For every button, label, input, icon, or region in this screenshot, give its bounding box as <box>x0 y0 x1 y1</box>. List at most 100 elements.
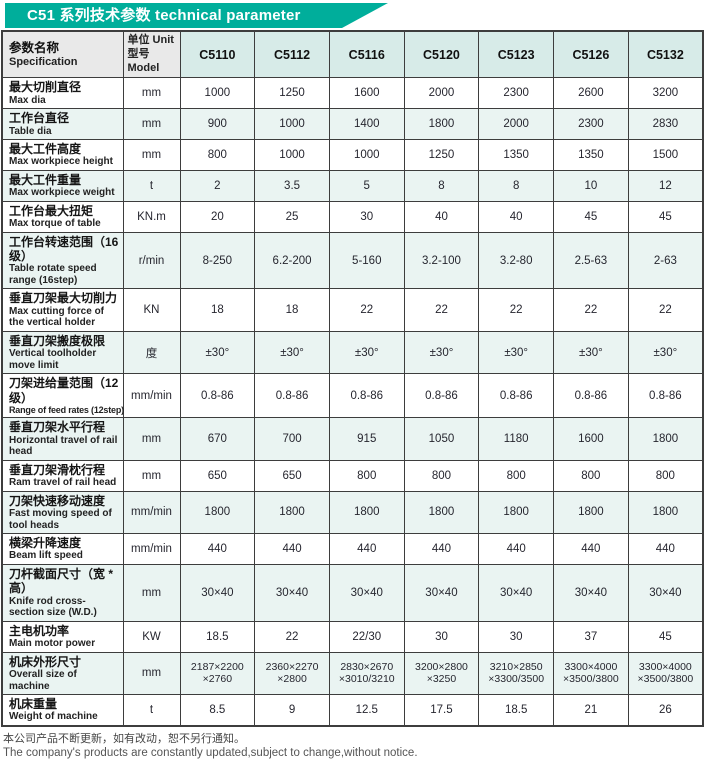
spec-name-zh: 垂直刀架搬度极限 <box>9 333 106 348</box>
value-cell: 2000 <box>478 108 555 141</box>
value-cell: 2830×2670 ×3010/3210 <box>328 651 405 696</box>
value-cell: 800 <box>478 459 555 492</box>
value-cell: 3300×4000 ×3500/3800 <box>627 651 704 696</box>
value-cell: 26 <box>627 694 704 727</box>
value-cell: 30 <box>328 200 405 233</box>
spec-label-cell: 刀架进给量范围（12级） Range of feed rates (12step) <box>1 373 124 419</box>
value-cell: 2000 <box>403 77 480 110</box>
value-cell: 1800 <box>403 490 480 535</box>
value-cell: 9 <box>254 694 330 727</box>
value-cell: 22 <box>627 288 704 332</box>
spec-name-zh: 主电机功率 <box>9 623 70 638</box>
value-cell: 3200×2800 ×3250 <box>403 651 480 696</box>
value-cell: 1050 <box>403 417 480 461</box>
table-row: 工作台最大扭矩 Max torque of table KN.m 20 25 30 40 40… <box>1 200 704 233</box>
value-cell: 30×40 <box>627 563 704 622</box>
footer-note-en: The company's products are constantly up… <box>3 747 418 760</box>
spec-name-en: Max cutting force of the vertical holder <box>9 305 105 329</box>
unit-cell: mm <box>122 563 181 622</box>
unit-cell: mm <box>122 651 181 696</box>
value-cell: 900 <box>179 108 256 141</box>
value-cell: ±30° <box>179 330 256 375</box>
unit-cell: KW <box>122 620 181 653</box>
value-cell: 1250 <box>403 139 480 171</box>
unit-cell: mm <box>122 459 181 492</box>
unit-header-line: 单位 Unit <box>127 34 174 46</box>
table-row: 刀架快速移动速度 Fast moving speed of tool heads m… <box>1 490 704 535</box>
value-cell: ±30° <box>553 330 629 375</box>
table-row: 机床外形尺寸 Overall size of machine mm 2187×2200… <box>1 651 704 696</box>
value-cell: 2600 <box>553 77 629 110</box>
footer-note: 本公司产品不断更新，如有改动，恕不另行通知。 The company's pro… <box>3 732 706 761</box>
value-cell: 800 <box>553 459 629 492</box>
value-cell: 2.5-63 <box>553 231 629 290</box>
series-title-banner: C51 系列技术参数 technical parameter <box>5 3 388 28</box>
spec-name-en: Vertical toolholder move limit <box>9 348 97 371</box>
spec-name-en: Overall size of machine <box>9 669 77 692</box>
value-cell: 30×40 <box>179 563 256 622</box>
model-column-header: C5132 <box>627 30 704 79</box>
value-cell: 915 <box>328 417 405 461</box>
value-cell: 1350 <box>553 139 629 171</box>
table-row: 工作台直径 Table dia mm 900 1000 1400 1800 2000 2300 2… <box>1 108 704 141</box>
spec-label-cell: 垂直刀架搬度极限 Vertical toolholder move limit <box>1 330 124 375</box>
value-cell: 1800 <box>403 108 480 141</box>
value-cell: 2187×2200 ×2760 <box>179 651 256 696</box>
spec-name-zh: 横梁升降速度 <box>9 536 82 551</box>
value-cell: 22 <box>478 288 555 332</box>
value-cell: 18 <box>254 288 330 332</box>
value-cell: 45 <box>627 200 704 233</box>
table-row: 最大切削直径 Max dia mm 1000 1250 1600 2000 2300 2600 3… <box>1 77 704 110</box>
value-cell: 0.8-86 <box>553 373 629 419</box>
value-cell: 1000 <box>179 77 256 110</box>
spec-name-zh: 工作台转速范围（16 级） <box>9 234 119 264</box>
value-cell: 650 <box>254 459 330 492</box>
value-cell: 1000 <box>254 108 330 141</box>
table-row: 刀架进给量范围（12级） Range of feed rates (12step)… <box>1 373 704 419</box>
value-cell: 12 <box>627 169 704 202</box>
value-cell: 8.5 <box>179 694 256 727</box>
value-cell: 30×40 <box>478 563 555 622</box>
value-cell: 1180 <box>478 417 555 461</box>
spec-label-cell: 垂直刀架水平行程 Horizontal travel of rail head <box>1 417 124 461</box>
spec-label-cell: 机床外形尺寸 Overall size of machine <box>1 651 124 696</box>
value-cell: 37 <box>553 620 629 653</box>
model-header-line: 型号 Model <box>127 47 160 74</box>
value-cell: 18.5 <box>179 620 256 653</box>
spec-label-cell: 横梁升降速度 Beam lift speed <box>1 533 124 565</box>
unit-cell: t <box>122 694 181 727</box>
value-cell: 670 <box>179 417 256 461</box>
model-column-header: C5110 <box>179 30 256 79</box>
spec-name-zh: 最大工件重量 <box>9 172 82 187</box>
value-cell: 45 <box>627 620 704 653</box>
value-cell: 800 <box>627 459 704 492</box>
value-cell: 440 <box>553 533 629 565</box>
spec-name-en: Ram travel of rail head <box>9 477 117 489</box>
value-cell: 1400 <box>328 108 405 141</box>
spec-name-zh: 垂直刀架滑枕行程 <box>9 462 106 477</box>
spec-name-zh: 垂直刀架水平行程 <box>9 420 106 435</box>
value-cell: 3.5 <box>254 169 330 202</box>
value-cell: 1000 <box>328 139 405 171</box>
value-cell: 2300 <box>553 108 629 141</box>
value-cell: 1800 <box>478 490 555 535</box>
spec-column-header: 参数名称 Specification <box>1 30 124 79</box>
unit-cell: KN.m <box>122 200 181 233</box>
unit-cell: mm <box>122 139 181 171</box>
spec-name-en: Main motor power <box>9 638 96 650</box>
model-column-header: C5120 <box>403 30 480 79</box>
value-cell: 700 <box>254 417 330 461</box>
spec-name-zh: 刀架快速移动速度 <box>9 493 106 508</box>
value-cell: 1000 <box>254 139 330 171</box>
spec-name-en: Max dia <box>9 94 46 106</box>
value-cell: 8-250 <box>179 231 256 290</box>
value-cell: 8 <box>403 169 480 202</box>
value-cell: 6.2-200 <box>254 231 330 290</box>
value-cell: 0.8-86 <box>254 373 330 419</box>
spec-label-cell: 工作台直径 Table dia <box>1 108 124 141</box>
value-cell: 1800 <box>627 417 704 461</box>
footer-note-zh: 本公司产品不断更新，如有改动，恕不另行通知。 <box>3 732 245 745</box>
value-cell: 440 <box>403 533 480 565</box>
value-cell: 25 <box>254 200 330 233</box>
value-cell: 30×40 <box>254 563 330 622</box>
